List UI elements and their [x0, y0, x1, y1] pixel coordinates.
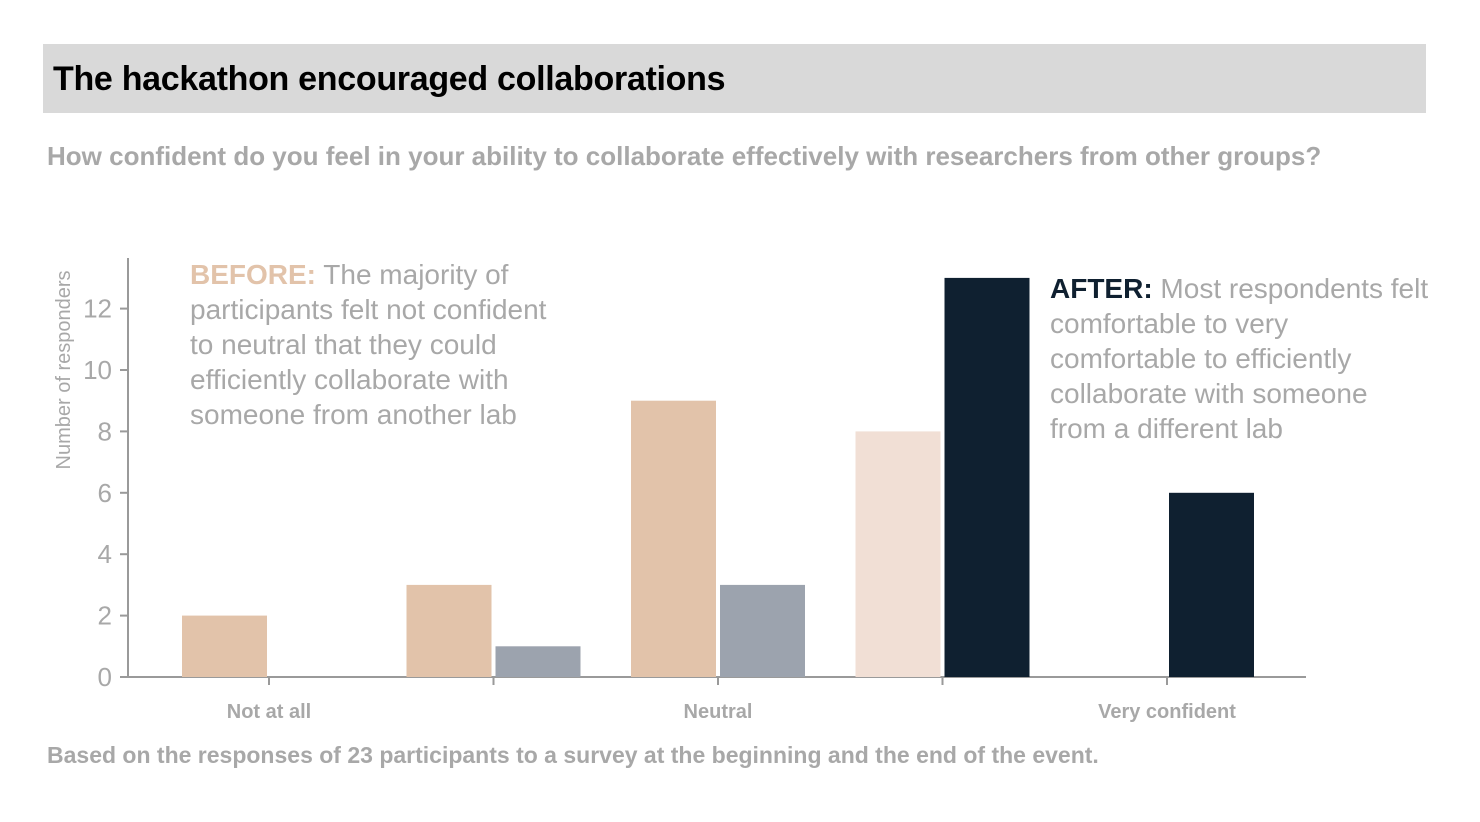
before-annotation-lead: BEFORE:: [190, 259, 316, 290]
bar: [720, 584, 805, 677]
before-annotation: BEFORE: The majority of participants fel…: [190, 257, 560, 432]
y-tick-label: 10: [83, 355, 112, 385]
y-tick-label: 2: [98, 601, 112, 631]
footnote: Based on the responses of 23 participant…: [47, 742, 1099, 768]
bar: [406, 584, 492, 677]
chart-title: The hackathon encouraged collaborations: [53, 60, 726, 98]
after-annotation-lead: AFTER:: [1050, 273, 1153, 304]
after-annotation: AFTER: Most respondents felt comfortable…: [1050, 271, 1430, 446]
bar: [182, 615, 267, 677]
y-tick-label: 4: [98, 539, 112, 569]
bar: [631, 400, 716, 677]
y-tick-label: 0: [98, 662, 112, 692]
after-annotation-text: Most respondents felt comfortable to ver…: [1050, 273, 1429, 444]
x-tick-label: Not at all: [227, 701, 311, 723]
y-tick-label: 6: [98, 478, 112, 508]
y-axis-label: Number of responders: [53, 271, 75, 470]
bar: [495, 646, 581, 677]
title-bar: The hackathon encouraged collaborations: [43, 44, 1426, 113]
x-tick-label: Neutral: [684, 701, 753, 723]
bar: [855, 431, 941, 677]
x-tick-label: Very confident: [1098, 701, 1236, 723]
chart-subtitle: How confident do you feel in your abilit…: [47, 141, 1322, 171]
y-tick-label: 8: [98, 416, 112, 446]
bar: [944, 277, 1030, 677]
before-annotation-text: The majority of participants felt not co…: [190, 259, 547, 430]
bar: [1169, 492, 1254, 677]
y-tick-label: 12: [83, 294, 112, 324]
